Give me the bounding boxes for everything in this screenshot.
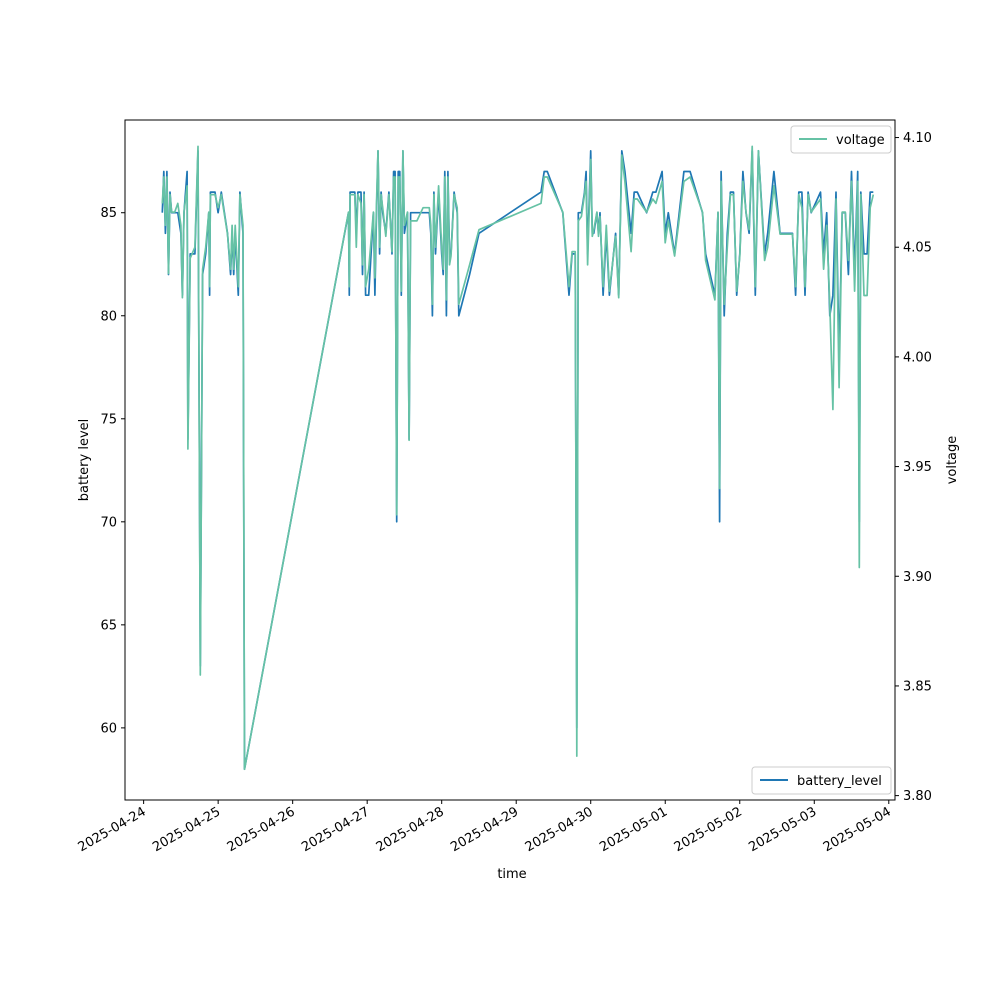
legend-label-voltage: voltage	[836, 133, 885, 148]
series-layer	[161, 145, 875, 771]
x-tick-label: 2025-04-29	[448, 804, 521, 855]
y-axis-left: 60 65 70 75 80 85	[100, 206, 125, 736]
y2-tick-label: 3.90	[903, 570, 932, 585]
x-tick-label: 2025-04-26	[225, 804, 298, 855]
y2-tick-label: 4.05	[903, 241, 932, 256]
y-tick-label: 85	[100, 206, 117, 221]
x-tick-label: 2025-05-03	[746, 804, 819, 855]
x-tick-label: 2025-04-30	[523, 804, 596, 855]
x-axis: 2025-04-24 2025-04-25 2025-04-26 2025-04-27…	[76, 800, 894, 855]
plot-frame	[124, 119, 896, 801]
y-tick-label: 80	[100, 309, 117, 324]
y-axis-title: battery level	[77, 419, 92, 502]
y2-tick-label: 3.85	[903, 679, 932, 694]
series-line-battery-level	[161, 150, 874, 770]
y-axis-right: 3.80 3.85 3.90 3.95 4.00 4.05 4.10	[895, 131, 932, 804]
series-line-voltage	[161, 145, 875, 771]
legend-label-battery-level: battery_level	[797, 774, 882, 789]
y-tick-label: 70	[100, 515, 117, 530]
x-tick-label: 2025-05-02	[672, 804, 745, 855]
y2-tick-label: 4.10	[903, 131, 932, 146]
y-tick-label: 75	[100, 412, 117, 427]
y-tick-label: 60	[100, 721, 117, 736]
x-tick-label: 2025-05-01	[597, 804, 670, 855]
x-tick-label: 2025-04-24	[76, 804, 149, 855]
x-tick-label: 2025-04-27	[299, 804, 372, 855]
x-tick-label: 2025-05-04	[821, 804, 894, 855]
legend-battery-level: battery_level	[751, 766, 892, 795]
y2-tick-label: 4.00	[903, 350, 932, 365]
legend-voltage: voltage	[790, 125, 892, 154]
y2-axis-title: voltage	[945, 436, 960, 485]
x-tick-label: 2025-04-25	[150, 804, 223, 855]
x-axis-title: time	[497, 867, 526, 882]
y2-tick-label: 3.95	[903, 460, 932, 475]
y-tick-label: 65	[100, 618, 117, 633]
x-tick-label: 2025-04-28	[374, 804, 447, 855]
y2-tick-label: 3.80	[903, 789, 932, 804]
